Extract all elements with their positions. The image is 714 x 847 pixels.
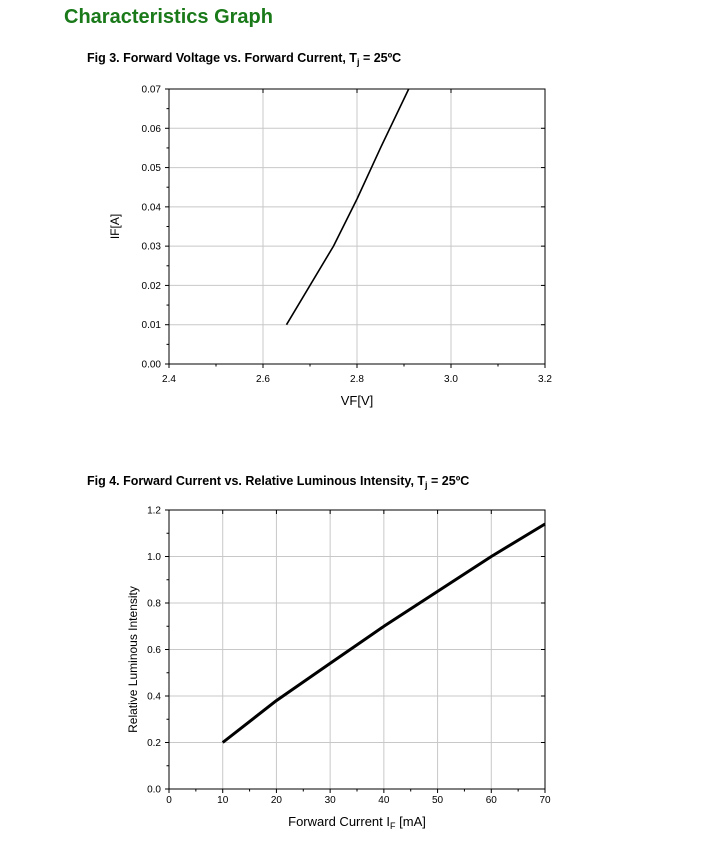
y-tick-label: 0.6 (147, 645, 161, 656)
y-tick-label: 0.00 (142, 360, 162, 371)
y-tick-label: 1.2 (147, 506, 161, 517)
x-tick-label: 40 (378, 795, 390, 806)
y-tick-label: 0.03 (142, 242, 162, 253)
x-tick-label: 10 (217, 795, 229, 806)
fig4-title-text: Fig 4. Forward Current vs. Relative Lumi… (87, 474, 426, 488)
fig3-title: Fig 3. Forward Voltage vs. Forward Curre… (87, 51, 401, 67)
y-tick-label: 0.02 (142, 281, 162, 292)
fig3-title-end: = 25ºC (359, 51, 402, 65)
x-axis-label-end: [mA] (396, 814, 426, 829)
x-tick-label: 30 (325, 795, 337, 806)
chart-forward-voltage-vs-current: 2.4 2.6 2.8 3.0 3.2 0.00 0.01 0.02 0.03 0.04 0.05 0… (108, 85, 552, 409)
y-tick-label: 0.8 (147, 599, 161, 610)
y-tick-label: 1.0 (147, 552, 161, 563)
x-tick-label: 3.2 (538, 374, 552, 385)
y-tick-label: 0.01 (142, 320, 162, 331)
x-tick-label: 2.4 (162, 374, 176, 385)
y-axis-label: Relative Luminous Intensity (126, 586, 140, 733)
x-tick-label: 3.0 (444, 374, 458, 385)
x-tick-label: 2.8 (350, 374, 364, 385)
y-tick-label: 0.07 (142, 85, 162, 96)
fig3-title-text: Fig 3. Forward Voltage vs. Forward Curre… (87, 51, 357, 65)
x-tick-label: 50 (432, 795, 444, 806)
x-tick-label: 2.6 (256, 374, 270, 385)
y-tick-label: 0.05 (142, 163, 162, 174)
x-axis-label: VF[V] (341, 393, 374, 408)
x-tick-label: 0 (166, 795, 172, 806)
x-axis-label: Forward Current IF [mA] (288, 814, 426, 831)
x-axis-label-sub: F (390, 821, 396, 831)
fig4-title: Fig 4. Forward Current vs. Relative Lumi… (87, 474, 469, 490)
page-title: Characteristics Graph (64, 6, 273, 28)
y-tick-label: 0.2 (147, 738, 161, 749)
y-tick-label: 0.0 (147, 785, 161, 796)
fig3-title-sub: j (356, 57, 360, 67)
y-tick-label: 0.06 (142, 124, 162, 135)
x-axis-label-main: Forward Current I (288, 814, 390, 829)
x-tick-label: 60 (486, 795, 498, 806)
fig4-title-sub: j (425, 480, 428, 490)
fig4-title-end: = 25ºC (427, 474, 470, 488)
y-axis-label: IF[A] (108, 214, 122, 239)
x-tick-label: 70 (539, 795, 551, 806)
y-tick-label: 0.4 (147, 692, 161, 703)
x-tick-label: 20 (271, 795, 283, 806)
y-tick-label: 0.04 (142, 202, 162, 213)
